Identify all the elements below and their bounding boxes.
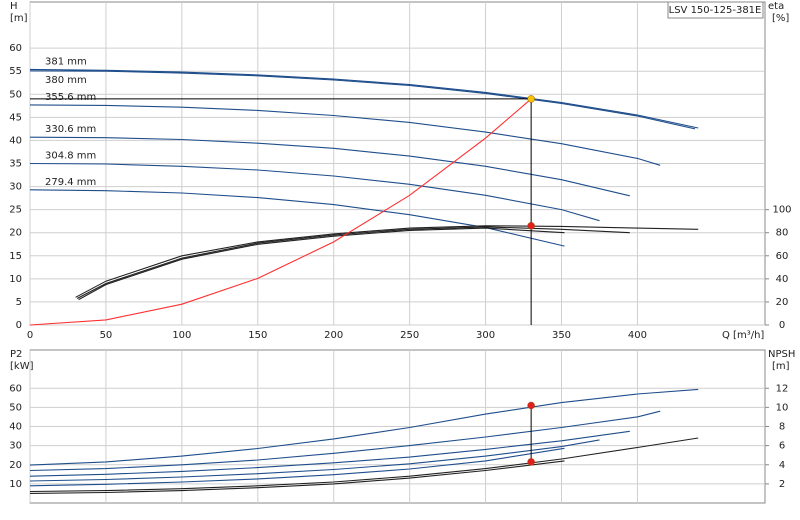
y2-tick-label: 10	[776, 402, 789, 413]
y-axis-label: H	[10, 1, 18, 12]
operating-point	[527, 458, 535, 466]
y-tick-label: 60	[9, 383, 22, 394]
x-tick-label: 350	[552, 330, 571, 341]
curve	[76, 226, 630, 299]
curve	[29, 104, 661, 166]
curve	[29, 437, 699, 493]
curve	[29, 70, 696, 130]
y2-tick-label: 100	[772, 205, 791, 216]
x-tick-label: 150	[248, 330, 267, 341]
y-tick-label: 20	[9, 460, 22, 471]
y2-tick-label: 12	[776, 383, 789, 394]
y-tick-label: 25	[9, 205, 22, 216]
x-tick-label: 300	[476, 330, 495, 341]
x-axis-label: Q [m³/h]	[722, 330, 764, 341]
y-tick-label: 40	[9, 135, 22, 146]
curve-label: 355.6 mm	[45, 92, 96, 103]
y2-tick-label: 40	[776, 274, 789, 285]
y-tick-label: 20	[9, 228, 22, 239]
curve	[29, 460, 565, 494]
x-tick-label: 400	[628, 330, 647, 341]
x-tick-label: 50	[100, 330, 113, 341]
y-tick-label: 45	[9, 112, 22, 123]
y-tick-label: 60	[9, 43, 22, 54]
y-tick-label: 15	[9, 251, 22, 262]
y2-axis-unit: [m]	[772, 361, 790, 372]
curve	[75, 225, 699, 298]
curve-label: 381 mm	[45, 56, 87, 67]
y-tick-label: 50	[9, 89, 22, 100]
curve	[29, 447, 565, 487]
curve	[29, 439, 600, 482]
operating-point	[527, 401, 535, 410]
curve	[29, 189, 565, 247]
y-tick-label: 10	[9, 274, 22, 285]
y-tick-label: 5	[16, 297, 22, 308]
x-tick-label: 200	[324, 330, 343, 341]
chart-title: LSV 150-125-381E	[669, 5, 762, 16]
y2-tick-label: 0	[779, 320, 785, 331]
title-box	[667, 1, 764, 19]
curve-label: 304.8 mm	[45, 151, 96, 162]
curve	[29, 136, 630, 197]
y-axis-unit: [kW]	[10, 361, 34, 372]
y2-tick-label: 20	[776, 297, 789, 308]
curve	[29, 162, 600, 222]
y-tick-label: 30	[9, 182, 22, 193]
curve	[29, 388, 699, 466]
y-tick-label: 55	[9, 66, 22, 77]
y2-tick-label: 8	[779, 422, 785, 433]
y2-axis-unit: [%]	[772, 13, 789, 24]
operating-point	[527, 95, 535, 103]
curve	[29, 68, 699, 129]
curve	[29, 410, 661, 472]
y-tick-label: 40	[9, 422, 22, 433]
curve-label: 279.4 mm	[45, 177, 96, 188]
y2-tick-label: 6	[779, 441, 785, 452]
y-tick-label: 35	[9, 159, 22, 170]
curve	[29, 430, 630, 477]
y2-axis-label: NPSH	[768, 349, 795, 360]
operating-point	[527, 222, 535, 230]
y-tick-label: 10	[9, 479, 22, 490]
y2-tick-label: 4	[779, 460, 785, 471]
x-tick-label: 250	[400, 330, 419, 341]
curve	[78, 227, 565, 301]
y-tick-label: 50	[9, 402, 22, 413]
y2-tick-label: 80	[776, 228, 789, 239]
y-tick-label: 0	[16, 320, 22, 331]
y2-axis-label: eta	[768, 1, 784, 12]
curve-label: 330.6 mm	[45, 124, 96, 135]
y-tick-label: 30	[9, 441, 22, 452]
x-tick-label: 0	[27, 330, 33, 341]
y-axis-label: P2	[10, 349, 22, 360]
curve	[29, 98, 532, 326]
x-tick-label: 100	[172, 330, 191, 341]
y2-tick-label: 2	[779, 479, 785, 490]
curve-label: 380 mm	[45, 75, 87, 86]
y2-tick-label: 60	[776, 251, 789, 262]
y-axis-unit: [m]	[10, 13, 28, 24]
